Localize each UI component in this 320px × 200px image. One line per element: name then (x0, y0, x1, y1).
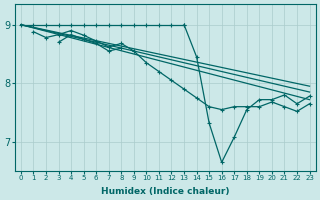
X-axis label: Humidex (Indice chaleur): Humidex (Indice chaleur) (101, 187, 229, 196)
